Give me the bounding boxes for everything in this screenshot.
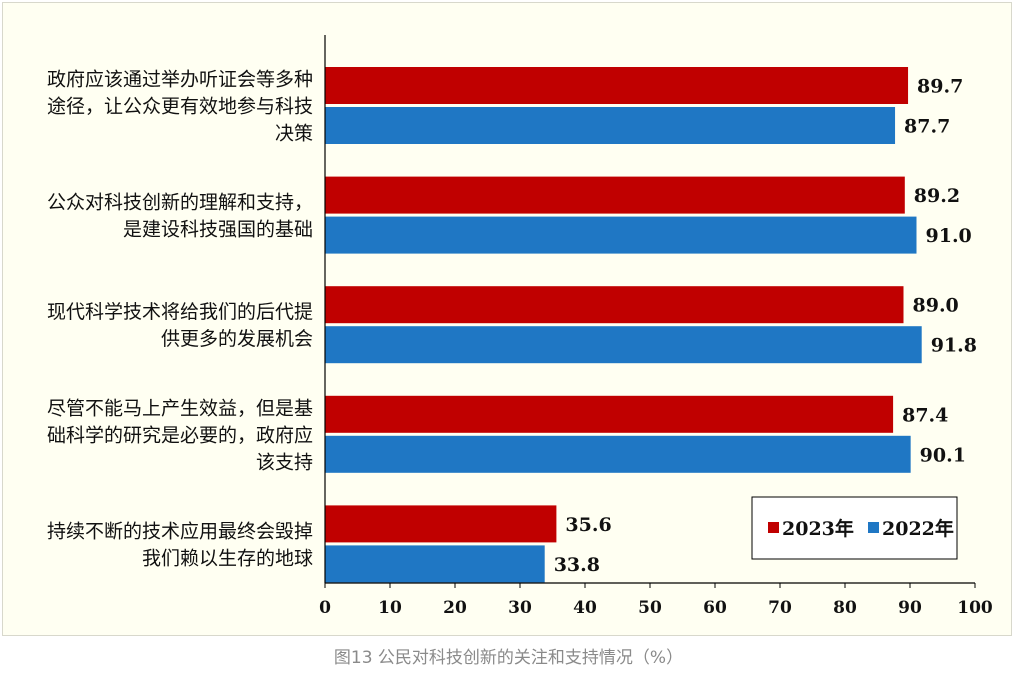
category-label-1-line-3: 决策 <box>275 123 313 145</box>
value-label-2023-5: 35.6 <box>565 514 611 536</box>
bar-2022-3 <box>325 326 922 364</box>
value-label-2023-2: 89.2 <box>914 185 960 207</box>
x-tick-label-40: 40 <box>573 598 597 618</box>
category-label-4-line-2: 础科学的研究是必要的，政府应 <box>47 424 313 446</box>
x-tick-label-0: 0 <box>319 598 331 618</box>
x-tick-label-60: 60 <box>703 598 727 618</box>
value-label-2022-1: 87.7 <box>904 116 950 138</box>
bar-2022-2 <box>325 216 917 254</box>
x-tick-label-50: 50 <box>638 598 662 618</box>
legend-label-2022: 2022年 <box>882 517 954 540</box>
category-label-4-line-3: 该支持 <box>256 451 313 473</box>
category-label-3-line-1: 现代科学技术将给我们的后代提 <box>47 301 313 323</box>
figure-caption: 图13 公民对科技创新的关注和支持情况（%） <box>333 648 684 668</box>
legend-box <box>751 496 958 560</box>
bar-2023-2 <box>325 176 905 214</box>
bar-2023-5 <box>325 505 557 543</box>
category-label-2-line-2: 是建设科技强国的基础 <box>123 219 313 241</box>
value-label-2023-3: 89.0 <box>913 295 959 317</box>
value-label-2023-1: 89.7 <box>917 76 963 98</box>
category-label-1-line-1: 政府应该通过举办听证会等多种 <box>47 69 313 91</box>
legend-swatch-2022 <box>868 522 879 533</box>
value-label-2022-2: 91.0 <box>926 225 972 247</box>
category-label-5-line-1: 持续不断的技术应用最终会毁掉 <box>47 520 313 542</box>
category-label-1-line-2: 途径，让公众更有效地参与科技 <box>47 96 313 118</box>
category-label-2-line-1: 公众对科技创新的理解和支持， <box>47 192 313 214</box>
bar-2023-1 <box>325 67 909 104</box>
x-tick-label-10: 10 <box>378 598 402 618</box>
value-label-2022-4: 90.1 <box>920 444 966 466</box>
category-label-5-line-2: 我们赖以生存的地球 <box>142 547 313 569</box>
category-label-4-line-1: 尽管不能马上产生效益，但是基 <box>47 397 313 419</box>
x-tick-label-100: 100 <box>957 598 993 618</box>
bar-2022-4 <box>325 435 911 473</box>
bar-2022-5 <box>325 545 545 583</box>
x-tick-label-80: 80 <box>833 598 857 618</box>
value-label-2022-3: 91.8 <box>931 335 977 357</box>
legend-label-2023: 2023年 <box>782 517 854 540</box>
x-tick-label-70: 70 <box>768 598 792 618</box>
x-tick-label-90: 90 <box>898 598 922 618</box>
value-label-2023-4: 87.4 <box>902 404 948 426</box>
bar-2022-1 <box>325 107 896 144</box>
x-tick-label-20: 20 <box>443 598 467 618</box>
bar-2023-3 <box>325 286 904 324</box>
bar-2023-4 <box>325 395 894 433</box>
legend-swatch-2023 <box>768 522 779 533</box>
category-label-3-line-2: 供更多的发展机会 <box>161 328 313 350</box>
x-tick-label-30: 30 <box>508 598 532 618</box>
value-label-2022-5: 33.8 <box>554 554 600 576</box>
